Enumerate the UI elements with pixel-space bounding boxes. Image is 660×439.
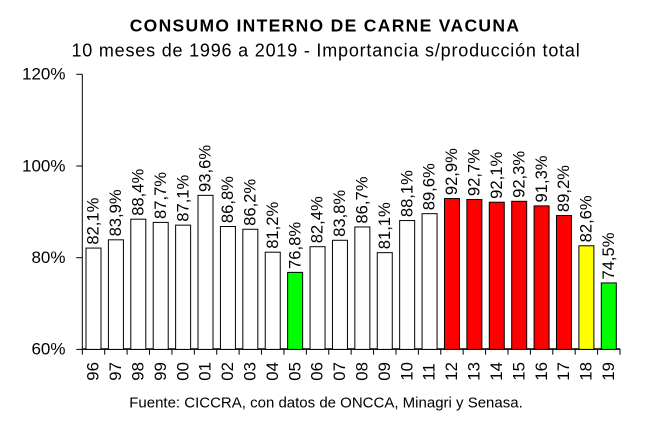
svg-text:80%: 80% [31,248,65,267]
svg-text:16: 16 [532,362,551,381]
svg-text:100%: 100% [22,156,65,175]
svg-text:97: 97 [106,362,125,381]
svg-text:81,1%: 81,1% [375,202,394,249]
svg-text:60%: 60% [31,340,65,359]
svg-text:92,1%: 92,1% [487,152,506,199]
svg-text:03: 03 [241,362,260,381]
svg-text:00: 00 [173,362,192,381]
svg-text:06: 06 [308,362,327,381]
svg-text:120%: 120% [22,65,65,84]
svg-text:81,2%: 81,2% [263,202,282,249]
svg-text:86,7%: 86,7% [353,176,372,223]
svg-text:82,4%: 82,4% [308,196,327,243]
svg-text:76,8%: 76,8% [285,222,304,269]
svg-text:14: 14 [487,362,506,381]
svg-text:04: 04 [263,362,282,381]
svg-text:88,1%: 88,1% [397,170,416,217]
svg-text:10: 10 [397,362,416,381]
svg-text:74,5%: 74,5% [599,232,618,279]
svg-text:92,3%: 92,3% [509,151,528,198]
svg-text:19: 19 [599,362,618,381]
svg-text:11: 11 [420,363,439,380]
svg-text:92,7%: 92,7% [465,149,484,196]
svg-text:17: 17 [554,362,573,381]
svg-text:88,4%: 88,4% [129,168,148,215]
svg-text:02: 02 [218,362,237,381]
svg-text:18: 18 [577,362,596,381]
svg-text:83,9%: 83,9% [106,189,125,236]
svg-text:CONSUMO INTERNO DE CARNE VACUN: CONSUMO INTERNO DE CARNE VACUNA [130,16,521,36]
svg-text:92,9%: 92,9% [442,148,461,195]
svg-text:01: 01 [196,362,215,381]
svg-text:87,7%: 87,7% [151,172,170,219]
svg-text:82,6%: 82,6% [577,195,596,242]
svg-text:Fuente: CICCRA, con datos de O: Fuente: CICCRA, con datos de ONCCA, Mina… [129,395,523,412]
svg-text:10 meses de 1996 a 2019 - Impo: 10 meses de 1996 a 2019 - Importancia s/… [71,41,580,61]
svg-text:13: 13 [465,362,484,381]
svg-text:83,8%: 83,8% [330,190,349,237]
svg-text:08: 08 [353,362,372,381]
svg-text:86,8%: 86,8% [218,176,237,223]
svg-text:12: 12 [442,362,461,381]
svg-text:82,1%: 82,1% [84,197,103,244]
svg-text:91,3%: 91,3% [532,155,551,202]
svg-text:89,6%: 89,6% [420,163,439,210]
svg-text:09: 09 [375,362,394,381]
svg-text:93,6%: 93,6% [196,145,215,192]
svg-text:07: 07 [330,362,349,381]
svg-text:99: 99 [151,362,170,381]
svg-text:15: 15 [509,362,528,381]
svg-text:98: 98 [129,362,148,381]
svg-text:05: 05 [285,362,304,381]
svg-text:87,1%: 87,1% [173,174,192,221]
svg-text:86,2%: 86,2% [241,179,260,226]
svg-text:89,2%: 89,2% [554,165,573,212]
svg-text:96: 96 [84,362,103,381]
